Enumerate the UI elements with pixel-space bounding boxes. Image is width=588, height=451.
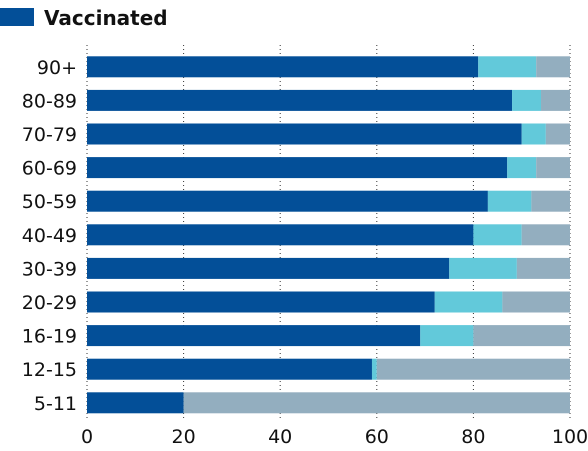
bar-70-79-series-0 bbox=[87, 123, 522, 145]
bar-50-59-series-1 bbox=[487, 190, 532, 212]
bar-16-19-series-2 bbox=[473, 325, 570, 347]
x-tick-100: 100 bbox=[552, 426, 588, 448]
bar-50-59-series-2 bbox=[531, 190, 570, 212]
bar-80-89-series-1 bbox=[512, 89, 542, 111]
x-tick-20: 20 bbox=[172, 426, 196, 448]
x-tick-80: 80 bbox=[461, 426, 485, 448]
category-label-60-69: 60-69 bbox=[22, 158, 77, 180]
bar-30-39-series-0 bbox=[87, 257, 450, 279]
bar-60-69-series-2 bbox=[536, 157, 570, 179]
legend-swatch-vaccinated bbox=[0, 8, 34, 26]
category-label-50-59: 50-59 bbox=[22, 191, 77, 213]
bar-60-69-series-0 bbox=[87, 157, 508, 179]
bar-40-49-series-0 bbox=[87, 224, 474, 246]
bar-50-59-series-0 bbox=[87, 190, 488, 212]
bar-16-19-series-0 bbox=[87, 325, 421, 347]
bar-12-15-series-0 bbox=[87, 358, 372, 380]
x-axis-tick-labels: 0 20 40 60 80 100 bbox=[81, 426, 588, 448]
x-tick-60: 60 bbox=[365, 426, 389, 448]
bar-80-89-series-2 bbox=[541, 89, 570, 111]
bars bbox=[87, 56, 570, 414]
bar-20-29-series-2 bbox=[502, 291, 570, 313]
bar-80-89-series-0 bbox=[87, 89, 513, 111]
x-tick-40: 40 bbox=[268, 426, 292, 448]
bar-70-79-series-2 bbox=[545, 123, 570, 145]
bar-5-11-series-2 bbox=[183, 392, 570, 414]
category-label-20-29: 20-29 bbox=[22, 292, 77, 314]
grid-lines bbox=[86, 45, 571, 420]
category-label-90+: 90+ bbox=[37, 57, 77, 79]
legend-label-vaccinated: Vaccinated bbox=[44, 6, 168, 30]
bar-60-69-series-1 bbox=[507, 157, 537, 179]
category-label-5-11: 5-11 bbox=[34, 393, 77, 415]
x-tick-0: 0 bbox=[81, 426, 93, 448]
bar-20-29-series-1 bbox=[434, 291, 503, 313]
category-labels: 90+ 80-89 70-79 60-69 50-59 40-49 30-39 20-29 16… bbox=[22, 57, 77, 415]
bar-70-79-series-1 bbox=[521, 123, 546, 145]
bar-16-19-series-1 bbox=[420, 325, 474, 347]
bar-90+-series-2 bbox=[536, 56, 570, 78]
category-label-80-89: 80-89 bbox=[22, 90, 77, 112]
bar-90+-series-0 bbox=[87, 56, 479, 78]
bar-5-11-series-0 bbox=[87, 392, 184, 414]
category-label-40-49: 40-49 bbox=[22, 225, 77, 247]
bar-20-29-series-0 bbox=[87, 291, 435, 313]
bar-40-49-series-2 bbox=[521, 224, 570, 246]
category-label-70-79: 70-79 bbox=[22, 124, 77, 146]
bar-30-39-series-1 bbox=[449, 257, 517, 279]
bar-40-49-series-1 bbox=[473, 224, 522, 246]
category-label-12-15: 12-15 bbox=[22, 359, 77, 381]
bar-30-39-series-2 bbox=[516, 257, 570, 279]
category-label-16-19: 16-19 bbox=[22, 326, 77, 348]
category-label-30-39: 30-39 bbox=[22, 258, 77, 280]
bar-90+-series-1 bbox=[478, 56, 537, 78]
bar-12-15-series-2 bbox=[376, 358, 570, 380]
bar-12-15-series-1 bbox=[371, 358, 377, 380]
